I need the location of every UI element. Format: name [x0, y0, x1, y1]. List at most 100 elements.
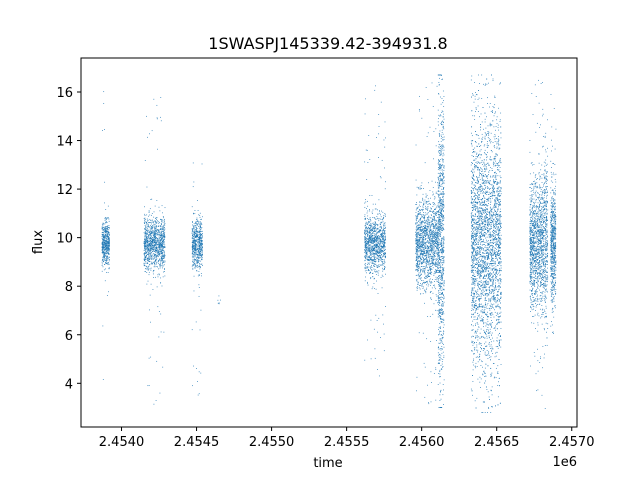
data-points: [101, 74, 557, 413]
data-point: [370, 246, 372, 248]
data-point: [443, 146, 445, 148]
data-point: [424, 273, 426, 275]
data-point: [147, 243, 149, 245]
data-point: [146, 240, 148, 242]
data-point: [199, 263, 201, 265]
data-point: [419, 224, 420, 226]
data-point: [192, 234, 194, 236]
data-point: [427, 236, 429, 238]
data-point: [156, 258, 158, 260]
data-point: [435, 181, 436, 183]
data-point: [427, 233, 429, 235]
data-point: [417, 213, 419, 215]
data-point: [425, 202, 427, 204]
data-point: [382, 256, 383, 258]
data-point: [217, 302, 219, 304]
data-point: [438, 118, 439, 120]
data-point: [428, 279, 430, 281]
data-point: [153, 277, 154, 278]
data-point: [422, 227, 423, 229]
data-point: [434, 281, 435, 282]
data-point: [435, 250, 437, 252]
data-point: [198, 237, 200, 239]
data-point: [157, 247, 159, 249]
data-point: [106, 244, 108, 246]
data-point: [104, 236, 106, 238]
data-point: [366, 268, 368, 270]
data-point: [420, 257, 421, 259]
data-point: [427, 271, 429, 273]
data-point: [105, 261, 106, 263]
data-point: [372, 286, 374, 288]
data-point: [425, 227, 426, 229]
data-point: [442, 133, 444, 135]
data-point: [193, 241, 194, 243]
data-point: [163, 222, 165, 224]
data-point: [368, 244, 370, 246]
data-point: [201, 250, 203, 251]
data-point: [146, 237, 148, 238]
data-point: [151, 198, 153, 200]
data-point: [105, 226, 107, 227]
data-point: [424, 277, 426, 279]
data-point: [162, 260, 164, 262]
data-point: [107, 227, 109, 228]
data-point: [379, 243, 380, 245]
data-point: [367, 270, 369, 272]
data-point: [419, 235, 421, 237]
data-point: [431, 281, 433, 283]
data-point: [104, 247, 106, 249]
data-point: [195, 237, 197, 238]
data-point: [424, 225, 426, 227]
data-point: [108, 237, 110, 239]
data-point: [422, 251, 424, 252]
data-point: [200, 244, 202, 245]
data-point: [427, 132, 429, 134]
data-point: [194, 241, 196, 243]
data-point: [365, 250, 367, 252]
data-point: [150, 227, 152, 229]
data-point: [364, 202, 366, 204]
data-point: [416, 221, 418, 223]
data-point: [426, 276, 428, 278]
data-point: [155, 233, 157, 234]
data-point: [102, 258, 104, 260]
data-point: [154, 223, 156, 225]
data-point: [197, 256, 199, 257]
data-point: [199, 240, 201, 242]
data-point: [443, 260, 445, 262]
data-point: [161, 263, 163, 265]
data-point: [149, 294, 151, 296]
data-point: [103, 255, 105, 256]
data-point: [364, 233, 366, 235]
data-point: [436, 85, 438, 87]
data-point: [148, 248, 150, 250]
data-point: [428, 261, 430, 263]
data-point: [193, 231, 194, 233]
data-point: [432, 263, 433, 264]
data-point: [380, 245, 382, 247]
data-point: [108, 243, 110, 245]
data-point: [151, 130, 153, 132]
data-point: [107, 234, 108, 235]
data-point: [431, 382, 432, 383]
data-point: [373, 265, 375, 267]
data-point: [365, 234, 366, 235]
data-point: [102, 236, 104, 238]
data-point: [105, 246, 107, 248]
data-point: [437, 217, 439, 219]
data-point: [367, 215, 369, 217]
data-point: [426, 136, 428, 137]
data-point: [441, 361, 443, 363]
data-point: [199, 212, 201, 214]
data-point: [370, 253, 371, 255]
data-point: [143, 258, 145, 260]
data-point: [104, 252, 106, 254]
data-point: [368, 238, 370, 240]
data-point: [374, 266, 376, 267]
data-point: [199, 245, 200, 247]
data-point: [425, 203, 427, 205]
data-point: [379, 251, 381, 253]
data-point: [420, 246, 422, 247]
data-point: [434, 220, 436, 222]
